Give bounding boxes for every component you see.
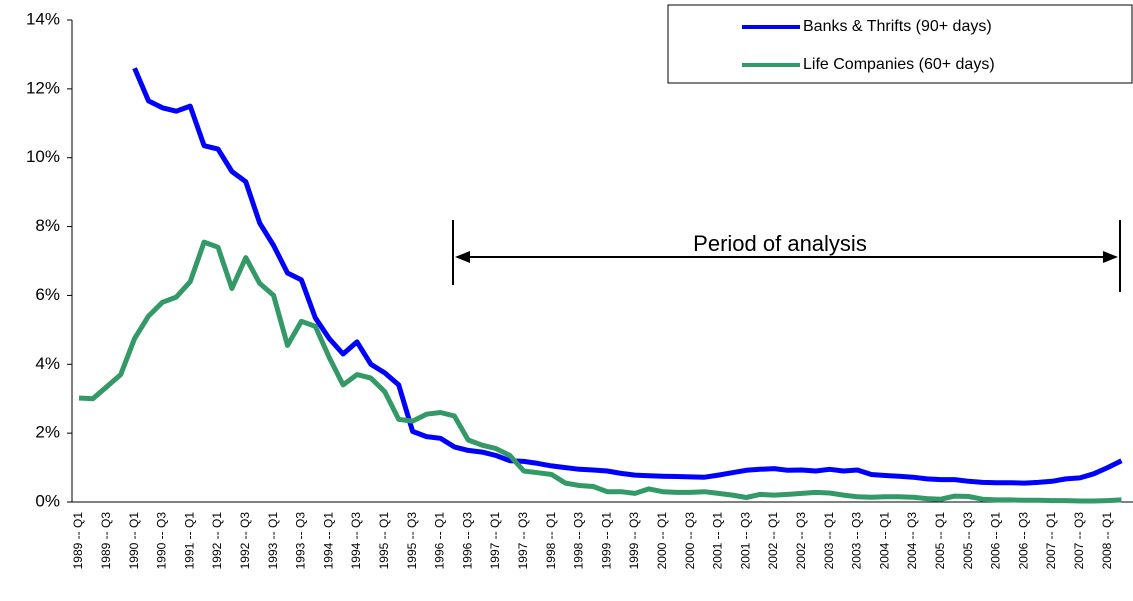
x-tick-label: 2006 -- Q3 — [1016, 512, 1030, 570]
x-tick-label: 2005 -- Q3 — [961, 512, 975, 570]
x-tick-label: 2006 -- Q1 — [989, 512, 1003, 570]
x-tick-label: 1989 -- Q1 — [71, 512, 85, 570]
y-tick-label: 0% — [35, 491, 60, 510]
series-line — [78, 239, 1122, 504]
x-tick-label: 2003 -- Q1 — [822, 512, 836, 570]
x-tick-label: 1994 -- Q1 — [321, 512, 335, 570]
x-tick-label: 1996 -- Q3 — [460, 512, 474, 570]
arrow-head — [455, 251, 470, 263]
annotation-text: Period of analysis — [693, 231, 867, 256]
x-tick-label: 1996 -- Q1 — [433, 512, 447, 570]
x-tick-label: 2004 -- Q1 — [877, 512, 891, 570]
y-tick-label: 14% — [26, 9, 60, 28]
x-tick-label: 1993 -- Q1 — [266, 512, 280, 570]
y-tick-label: 12% — [26, 78, 60, 97]
x-tick-label: 1990 -- Q1 — [127, 512, 141, 570]
x-tick-label: 1993 -- Q3 — [294, 512, 308, 570]
x-tick-label: 1995 -- Q1 — [377, 512, 391, 570]
y-tick-label: 8% — [35, 216, 60, 235]
legend-label: Banks & Thrifts (90+ days) — [803, 18, 992, 35]
x-tick-label: 1989 -- Q3 — [99, 512, 113, 570]
y-tick-label: 10% — [26, 147, 60, 166]
x-tick-label: 2000 -- Q1 — [655, 512, 669, 570]
x-tick-label: 2002 -- Q1 — [766, 512, 780, 570]
x-tick-label: 1998 -- Q1 — [544, 512, 558, 570]
annotation: Period of analysis — [452, 220, 1121, 292]
x-tick-label: 2002 -- Q3 — [794, 512, 808, 570]
y-tick-label: 6% — [35, 285, 60, 304]
x-tick-label: 2004 -- Q3 — [905, 512, 919, 570]
x-tick-label: 1992 -- Q1 — [210, 512, 224, 570]
x-tick-label: 1994 -- Q3 — [349, 512, 363, 570]
x-tick-label: 1997 -- Q3 — [516, 512, 530, 570]
legend-label: Life Companies (60+ days) — [803, 56, 995, 73]
x-tick-label: 2008 -- Q1 — [1100, 512, 1114, 570]
x-tick-label: 2001 -- Q1 — [711, 512, 725, 570]
x-tick-label: 2005 -- Q1 — [933, 512, 947, 570]
arrow-head — [1103, 251, 1118, 263]
y-tick-label: 4% — [35, 354, 60, 373]
x-tick-label: 1999 -- Q3 — [627, 512, 641, 570]
x-tick-label: 1990 -- Q3 — [155, 512, 169, 570]
series-line — [132, 67, 1123, 486]
legend — [667, 4, 1133, 84]
x-tick-label: 1991 -- Q1 — [182, 512, 196, 570]
x-tick-label: 2001 -- Q3 — [738, 512, 752, 570]
x-tick-label: 2000 -- Q3 — [683, 512, 697, 570]
x-tick-label: 2007 -- Q1 — [1044, 512, 1058, 570]
x-tick-label: 1995 -- Q3 — [405, 512, 419, 570]
x-tick-label: 1992 -- Q3 — [238, 512, 252, 570]
y-tick-label: 2% — [35, 423, 60, 442]
x-tick-label: 1999 -- Q1 — [599, 512, 613, 570]
x-tick-label: 1997 -- Q1 — [488, 512, 502, 570]
x-tick-label: 2003 -- Q3 — [850, 512, 864, 570]
x-tick-label: 2007 -- Q3 — [1072, 512, 1086, 570]
x-tick-label: 1998 -- Q3 — [572, 512, 586, 570]
